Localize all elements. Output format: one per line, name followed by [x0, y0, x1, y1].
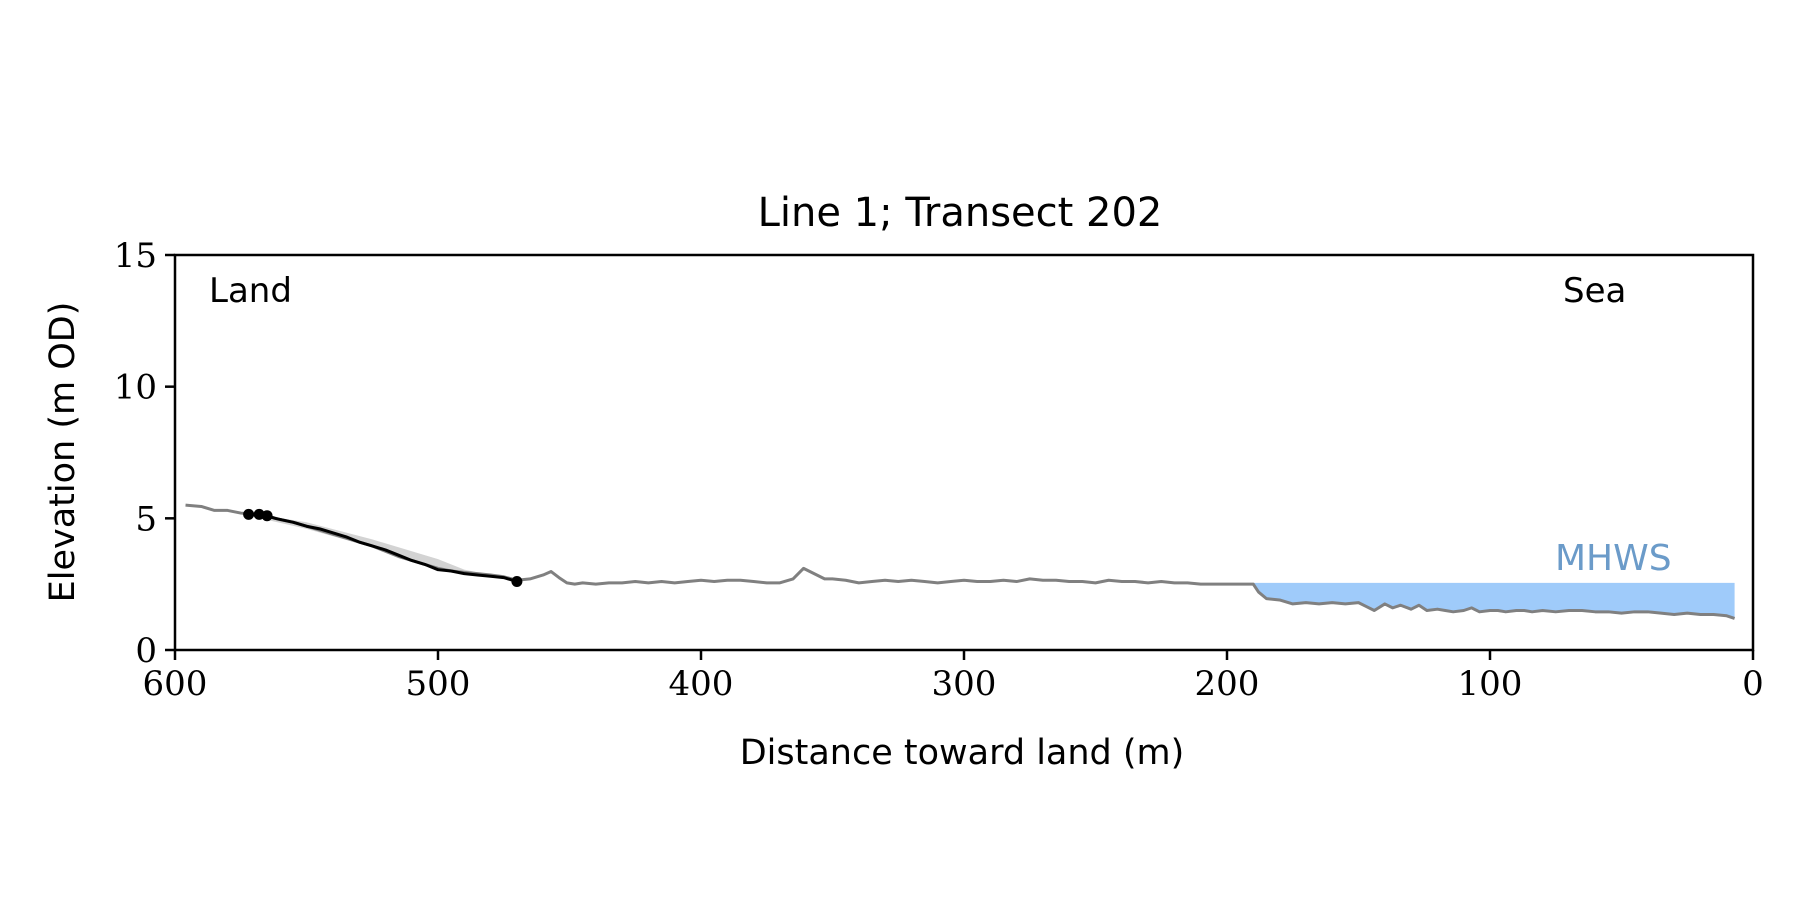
y-axis-ticks: 0 5 10 15	[114, 236, 175, 671]
x-axis-label: Distance toward land (m)	[740, 733, 1185, 773]
highlight-point	[261, 510, 273, 522]
land-annotation: Land	[209, 271, 292, 311]
x-tick-label: 200	[1195, 664, 1260, 704]
highlight-layer	[248, 512, 518, 583]
points-layer	[243, 508, 523, 588]
uncertainty-band	[248, 513, 504, 578]
x-tick-label: 100	[1458, 664, 1523, 704]
highlight-point	[511, 576, 523, 588]
highlight-point	[243, 508, 255, 520]
x-tick-label: 0	[1742, 664, 1764, 704]
sea-annotation: Sea	[1563, 271, 1626, 311]
y-axis-label: Elevation (m OD)	[43, 302, 83, 603]
chart-title: Line 1; Transect 202	[758, 190, 1163, 236]
x-axis-ticks: 600 500 400 300 200 100 0	[143, 650, 1764, 704]
y-tick-label: 5	[135, 499, 157, 539]
y-tick-label: 10	[114, 368, 157, 408]
y-tick-label: 15	[114, 236, 157, 276]
plot-area	[185, 503, 1736, 620]
y-tick-label: 0	[135, 631, 157, 671]
x-tick-label: 300	[932, 664, 997, 704]
mhws-annotation: MHWS	[1555, 538, 1672, 579]
x-tick-label: 400	[669, 664, 734, 704]
x-tick-label: 500	[406, 664, 471, 704]
uncertainty-band-layer	[248, 513, 504, 578]
x-tick-label: 600	[143, 664, 208, 704]
highlight-line	[248, 512, 518, 583]
